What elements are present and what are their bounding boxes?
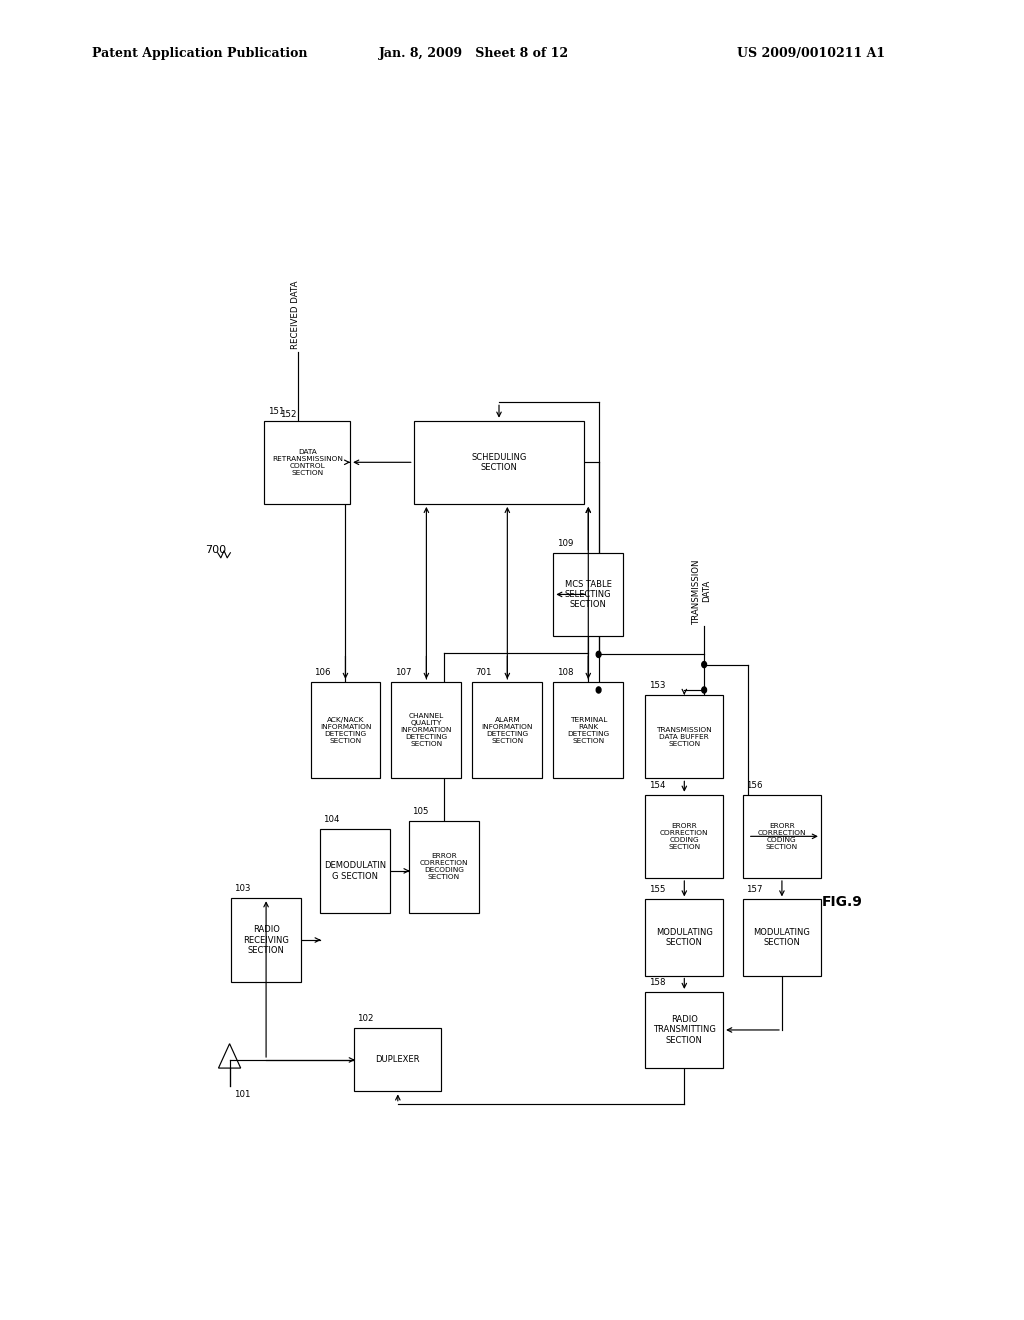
Text: 700: 700 [205,545,226,554]
Text: Patent Application Publication: Patent Application Publication [92,46,307,59]
Text: ALARM
INFORMATION
DETECTING
SECTION: ALARM INFORMATION DETECTING SECTION [481,717,534,743]
Text: 104: 104 [324,816,340,824]
FancyBboxPatch shape [231,899,301,982]
Text: 102: 102 [357,1014,374,1023]
Text: 153: 153 [648,681,666,690]
FancyBboxPatch shape [645,795,723,878]
Text: 108: 108 [557,668,573,677]
Text: 155: 155 [648,886,666,894]
Text: 152: 152 [281,409,297,418]
FancyBboxPatch shape [321,829,390,912]
Text: US 2009/0010211 A1: US 2009/0010211 A1 [737,46,886,59]
Text: CHANNEL
QUALITY
INFORMATION
DETECTING
SECTION: CHANNEL QUALITY INFORMATION DETECTING SE… [400,713,452,747]
Text: TRANSMISSION
DATA BUFFER
SECTION: TRANSMISSION DATA BUFFER SECTION [656,727,712,747]
Text: RADIO
RECEIVING
SECTION: RADIO RECEIVING SECTION [243,925,289,954]
Text: 151: 151 [267,407,285,416]
Text: 156: 156 [746,780,763,789]
Text: 106: 106 [313,668,330,677]
Text: ACK/NACK
INFORMATION
DETECTING
SECTION: ACK/NACK INFORMATION DETECTING SECTION [319,717,371,743]
Text: 701: 701 [475,668,493,677]
Circle shape [701,686,707,693]
Text: DEMODULATIN
G SECTION: DEMODULATIN G SECTION [324,861,386,880]
FancyBboxPatch shape [264,421,350,504]
Text: MODULATING
SECTION: MODULATING SECTION [656,928,713,948]
Text: 101: 101 [233,1090,250,1100]
Text: 105: 105 [412,807,429,816]
Text: 158: 158 [648,978,666,987]
Text: MODULATING
SECTION: MODULATING SECTION [754,928,810,948]
Text: TERMINAL
RANK
DETECTING
SECTION: TERMINAL RANK DETECTING SECTION [567,717,609,743]
Text: TRANSMISSION
DATA: TRANSMISSION DATA [692,558,712,624]
Circle shape [596,651,601,657]
Text: 109: 109 [557,539,572,548]
FancyBboxPatch shape [645,899,723,975]
Text: ERROR
CORRECTION
DECODING
SECTION: ERROR CORRECTION DECODING SECTION [420,853,468,880]
Text: 157: 157 [746,886,763,894]
Text: DUPLEXER: DUPLEXER [376,1056,420,1064]
Text: RADIO
TRANSMITTING
SECTION: RADIO TRANSMITTING SECTION [653,1015,716,1045]
FancyBboxPatch shape [409,821,479,912]
FancyBboxPatch shape [743,899,821,975]
Text: FIG.9: FIG.9 [822,895,862,909]
Circle shape [596,686,601,693]
Text: SCHEDULING
SECTION: SCHEDULING SECTION [471,453,526,473]
FancyBboxPatch shape [553,682,624,779]
Text: 103: 103 [234,884,251,894]
FancyBboxPatch shape [645,991,723,1068]
FancyBboxPatch shape [354,1028,441,1092]
FancyBboxPatch shape [391,682,462,779]
Text: ERORR
CORRECTION
CODING
SECTION: ERORR CORRECTION CODING SECTION [758,822,806,850]
Text: DATA
RETRANSMISSINON
CONTROL
SECTION: DATA RETRANSMISSINON CONTROL SECTION [272,449,343,475]
FancyBboxPatch shape [645,696,723,779]
Text: 107: 107 [394,668,412,677]
FancyBboxPatch shape [310,682,380,779]
Text: ERORR
CORRECTION
CODING
SECTION: ERORR CORRECTION CODING SECTION [660,822,709,850]
Circle shape [701,661,707,668]
FancyBboxPatch shape [414,421,585,504]
Text: RECEIVED DATA: RECEIVED DATA [291,281,300,350]
Text: MCS TABLE
SELECTING
SECTION: MCS TABLE SELECTING SECTION [565,579,611,610]
Text: Jan. 8, 2009   Sheet 8 of 12: Jan. 8, 2009 Sheet 8 of 12 [379,46,569,59]
FancyBboxPatch shape [472,682,543,779]
Text: 154: 154 [648,780,666,789]
FancyBboxPatch shape [743,795,821,878]
FancyBboxPatch shape [553,553,624,636]
